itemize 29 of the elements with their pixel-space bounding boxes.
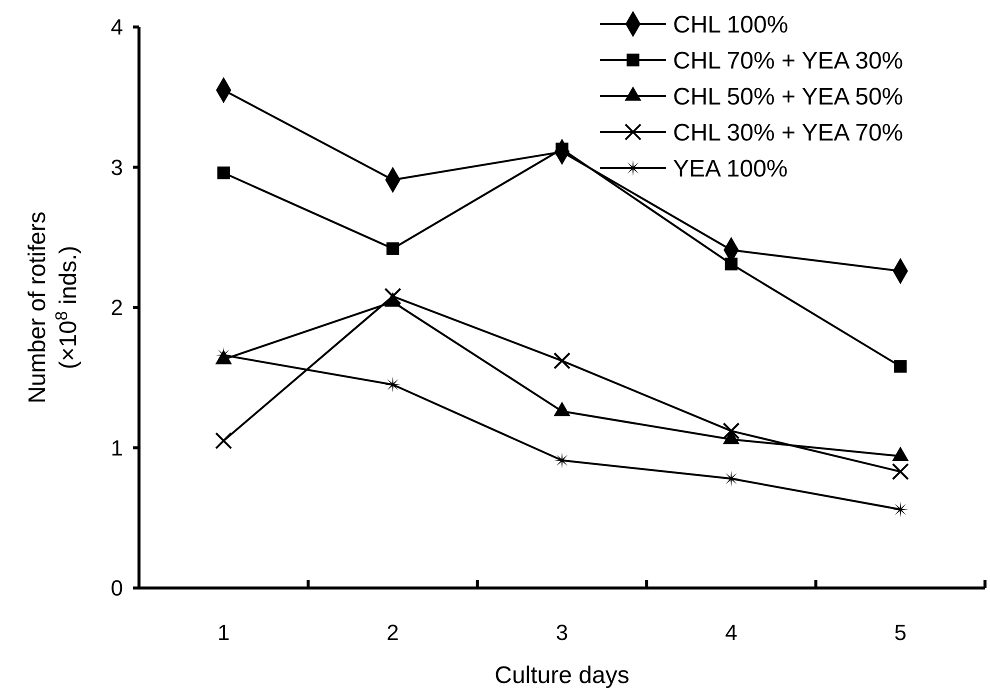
point	[724, 258, 738, 270]
x-tick-label: 3	[556, 620, 568, 645]
legend-label: CHL 50% + YEA 50%	[673, 83, 904, 110]
x-tick-label: 1	[217, 620, 230, 645]
point	[217, 166, 230, 180]
x-axis-title: Culture days	[494, 662, 630, 689]
point	[215, 432, 232, 450]
point	[553, 352, 571, 370]
point	[892, 501, 908, 518]
point	[722, 422, 740, 440]
x-tick-label: 5	[894, 620, 907, 645]
y-tick-label: 1	[110, 435, 123, 460]
y-tick-label: 3	[110, 154, 123, 180]
legend-label: CHL 100%	[673, 11, 788, 38]
point	[723, 470, 740, 487]
point	[384, 376, 401, 393]
point	[386, 242, 400, 255]
y-tick-label: 2	[110, 295, 123, 320]
legend-label: YEA 100%	[673, 155, 788, 182]
legend-label: CHL 70% + YEA 30%	[673, 47, 904, 74]
y-tick-label: 4	[110, 14, 123, 40]
point	[554, 452, 570, 468]
y-tick-label: 0	[110, 576, 123, 601]
x-tick-label: 4	[725, 620, 738, 645]
legend-label: CHL 30% + YEA 70%	[673, 119, 904, 146]
point	[894, 360, 907, 373]
point	[892, 463, 909, 480]
point	[384, 288, 402, 305]
x-tick-label: 2	[386, 620, 399, 645]
